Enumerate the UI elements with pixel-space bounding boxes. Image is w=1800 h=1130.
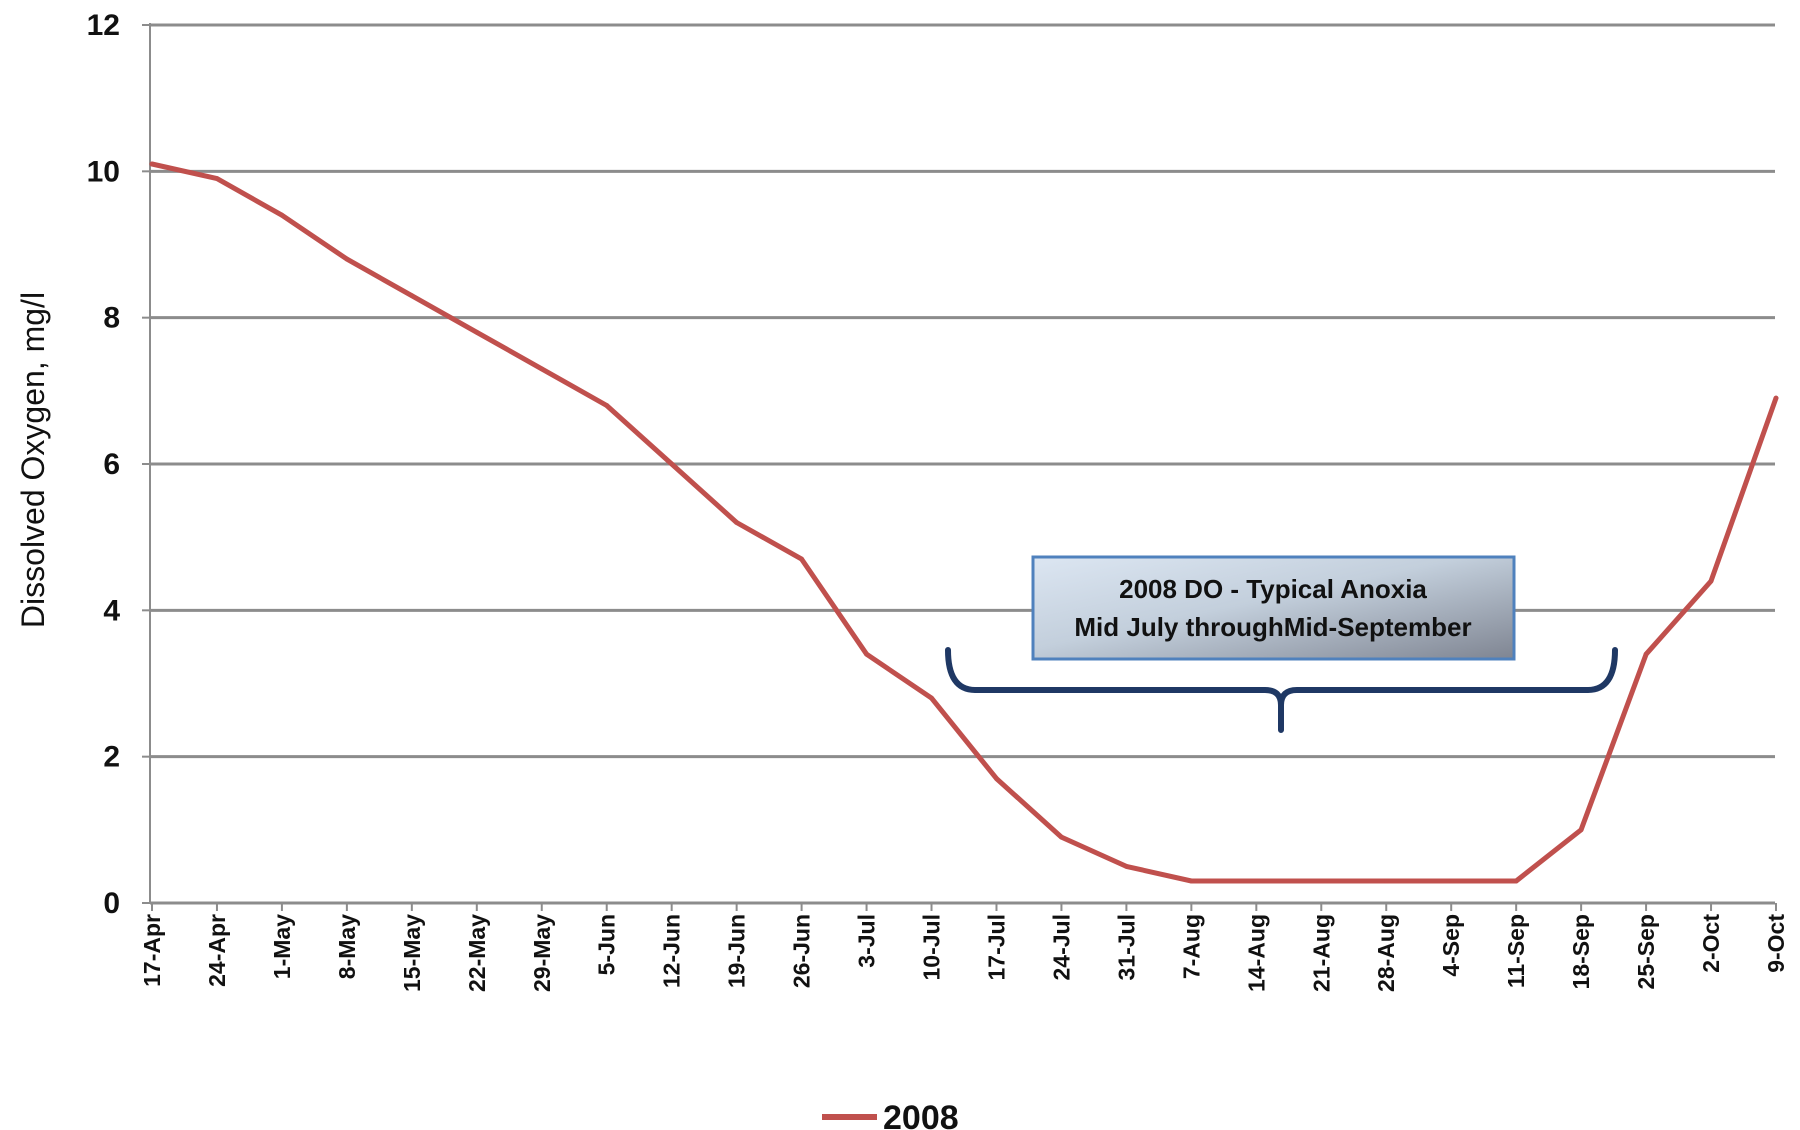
- data-point: [799, 556, 804, 562]
- x-tick-label: 19-Jun: [724, 914, 750, 988]
- x-tick-label: 2-Oct: [1698, 914, 1724, 973]
- data-point: [929, 695, 934, 701]
- data-point: [864, 651, 869, 657]
- data-point: [539, 366, 545, 372]
- legend: 2008: [822, 1099, 959, 1130]
- x-tick-label: 22-May: [464, 914, 490, 992]
- annotation: 2008 DO - Typical Anoxia Mid July throug…: [945, 555, 1618, 733]
- axes: [142, 23, 1777, 911]
- data-point: [214, 176, 220, 182]
- legend-label-2008: 2008: [883, 1099, 959, 1130]
- y-tick-label: 4: [103, 594, 120, 627]
- data-point: [1383, 878, 1389, 884]
- data-point: [1253, 878, 1259, 884]
- x-tick-label: 17-Apr: [139, 914, 165, 987]
- x-tick-label: 21-Aug: [1308, 914, 1334, 992]
- data-point: [1448, 878, 1454, 884]
- x-tick-label: 8-May: [334, 914, 360, 979]
- x-tick-label: 5-Jun: [594, 914, 620, 975]
- x-tick-label: 14-Aug: [1243, 914, 1269, 992]
- data-point: [1513, 878, 1519, 884]
- x-tick-label: 3-Jul: [854, 914, 880, 968]
- data-point: [1318, 878, 1324, 884]
- data-point: [1708, 578, 1714, 584]
- x-tick-label: 26-Jun: [789, 914, 815, 988]
- data-point: [1059, 834, 1064, 840]
- y-tick-label: 6: [103, 448, 120, 481]
- data-point: [344, 256, 350, 262]
- x-tick-label: 18-Sep: [1568, 914, 1594, 989]
- y-tick-labels: 0 2 4 6 8 10 12: [87, 9, 121, 920]
- y-axis-title: Dissolved Oxygen, mg/l: [15, 292, 51, 628]
- x-tick-label: 25-Sep: [1633, 914, 1659, 989]
- x-tick-label: 9-Oct: [1763, 914, 1789, 973]
- data-point: [1773, 395, 1779, 401]
- gridlines: [150, 23, 1775, 759]
- x-tick-label: 1-May: [269, 914, 295, 979]
- y-tick-label: 8: [103, 302, 120, 335]
- data-point: [1189, 878, 1194, 884]
- x-tick-label: 24-Jul: [1048, 914, 1074, 980]
- annotation-bracket: [945, 647, 1618, 733]
- x-tick-label: 4-Sep: [1438, 914, 1464, 977]
- data-point: [734, 520, 739, 525]
- data-point: [474, 329, 480, 335]
- data-point: [409, 293, 415, 299]
- x-tick-label: 31-Jul: [1113, 914, 1139, 980]
- annotation-box: [1031, 555, 1516, 661]
- x-tick-label: 17-Jul: [983, 914, 1009, 980]
- x-tick-labels: 17-Apr 24-Apr 1-May 8-May 15-May 22-May 29-May…: [139, 914, 1789, 992]
- y-tick-label: 10: [87, 155, 120, 188]
- data-point: [279, 212, 285, 218]
- data-point: [604, 403, 610, 408]
- y-tick-label: 12: [87, 9, 120, 42]
- annotation-line-1: 2008 DO - Typical Anoxia: [1119, 574, 1427, 604]
- data-point: [994, 776, 999, 781]
- x-tick-label: 10-Jul: [919, 914, 945, 980]
- x-tick-label: 28-Aug: [1373, 914, 1399, 992]
- data-point: [1578, 827, 1584, 833]
- x-tick-label: 24-Apr: [204, 914, 230, 987]
- x-tick-label: 11-Sep: [1503, 914, 1529, 988]
- data-point: [149, 161, 155, 167]
- data-point: [669, 461, 675, 467]
- x-tick-label: 12-Jun: [659, 914, 685, 988]
- x-tick-label: 15-May: [399, 914, 425, 992]
- data-point: [1643, 651, 1649, 657]
- annotation-line-2: Mid July throughMid-September: [1074, 612, 1471, 642]
- series-2008: [149, 161, 1779, 884]
- data-point: [1124, 864, 1129, 869]
- x-tick-label: 29-May: [529, 914, 555, 992]
- series-line: [149, 161, 1779, 884]
- y-tick-label: 2: [103, 741, 120, 774]
- x-tick-label: 7-Aug: [1178, 914, 1204, 979]
- y-tick-label: 0: [103, 887, 120, 920]
